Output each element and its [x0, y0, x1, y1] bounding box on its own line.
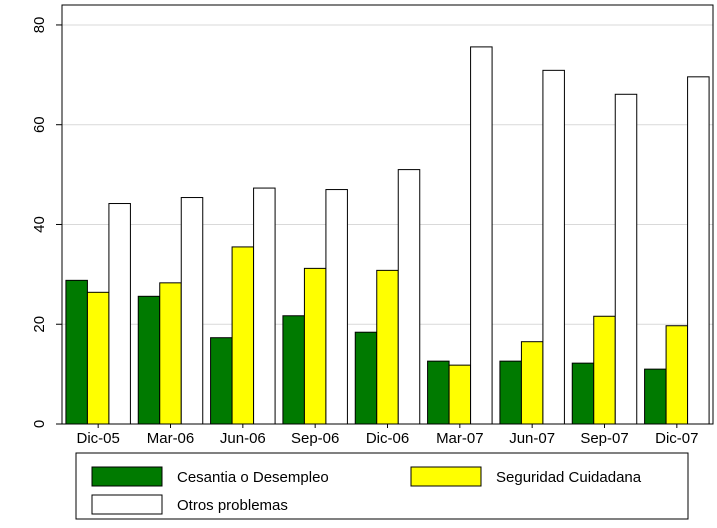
- bar-otros-problemas-sep-06: [325, 189, 348, 425]
- legend-label-2: Otros problemas: [177, 497, 288, 514]
- legend-label-0: Cesantia o Desempleo: [177, 469, 329, 486]
- x-tick-label: Mar-07: [436, 430, 484, 447]
- bar-seguridad-cuidadana-mar-06: [159, 282, 182, 425]
- bar-otros-problemas-dic-05: [108, 203, 131, 425]
- bar-cesantia-o-desempleo-jun-07: [499, 360, 522, 425]
- y-tick-label: 0: [31, 420, 48, 428]
- bar-seguridad-cuidadana-jun-06: [231, 246, 255, 425]
- legend-swatch-0: [91, 466, 163, 487]
- bar-seguridad-cuidadana-dic-06: [376, 269, 399, 425]
- bar-otros-problemas-jun-07: [542, 69, 565, 425]
- x-tick-label: Dic-05: [76, 430, 119, 447]
- x-tick-label: Sep-06: [291, 430, 339, 447]
- bar-otros-problemas-mar-06: [180, 197, 204, 425]
- bar-seguridad-cuidadana-dic-07: [665, 325, 689, 425]
- bar-otros-problemas-sep-07: [614, 93, 638, 425]
- x-tick-label: Dic-07: [655, 430, 698, 447]
- y-tick-label: 60: [31, 116, 48, 133]
- legend-swatch-2: [91, 494, 163, 515]
- y-tick-label: 20: [31, 316, 48, 333]
- bar-otros-problemas-dic-06: [397, 169, 421, 425]
- bar-cesantia-o-desempleo-sep-07: [571, 362, 595, 425]
- bar-seguridad-cuidadana-sep-07: [593, 315, 616, 425]
- bar-seguridad-cuidadana-mar-07: [448, 364, 472, 425]
- legend-swatch-1: [410, 466, 482, 487]
- y-tick-label: 80: [31, 17, 48, 34]
- bar-cesantia-o-desempleo-sep-06: [282, 315, 305, 425]
- bar-otros-problemas-dic-07: [687, 76, 710, 425]
- bar-cesantia-o-desempleo-mar-07: [427, 360, 450, 425]
- x-tick-label: Mar-06: [147, 430, 195, 447]
- axes: 0 20 40 60 80 Dic-05 Mar-06 Jun-06 Sep-06 Dic-06 M…: [31, 4, 714, 447]
- bar-otros-problemas-jun-06: [253, 187, 276, 425]
- bar-otros-problemas-mar-07: [470, 46, 493, 425]
- bar-seguridad-cuidadana-jun-07: [520, 341, 544, 425]
- bar-seguridad-cuidadana-dic-05: [86, 291, 110, 425]
- x-tick-label: Dic-06: [366, 430, 409, 447]
- bar-seguridad-cuidadana-sep-06: [303, 267, 327, 425]
- y-tick-label: 40: [31, 216, 48, 233]
- bar-cesantia-o-desempleo-dic-05: [65, 279, 88, 425]
- x-tick-label: Sep-07: [580, 430, 628, 447]
- bars: [65, 46, 710, 425]
- bar-cesantia-o-desempleo-dic-07: [644, 368, 667, 425]
- legend: Cesantia o Desempleo Seguridad Cuidadana O…: [75, 452, 689, 520]
- legend-box: [75, 452, 689, 520]
- x-tick-label: Jun-07: [509, 430, 555, 447]
- bar-cesantia-o-desempleo-jun-06: [210, 337, 233, 425]
- bar-cesantia-o-desempleo-dic-06: [354, 331, 378, 425]
- x-tick-label: Jun-06: [220, 430, 266, 447]
- bar-cesantia-o-desempleo-mar-06: [137, 295, 161, 425]
- legend-label-1: Seguridad Cuidadana: [496, 469, 642, 486]
